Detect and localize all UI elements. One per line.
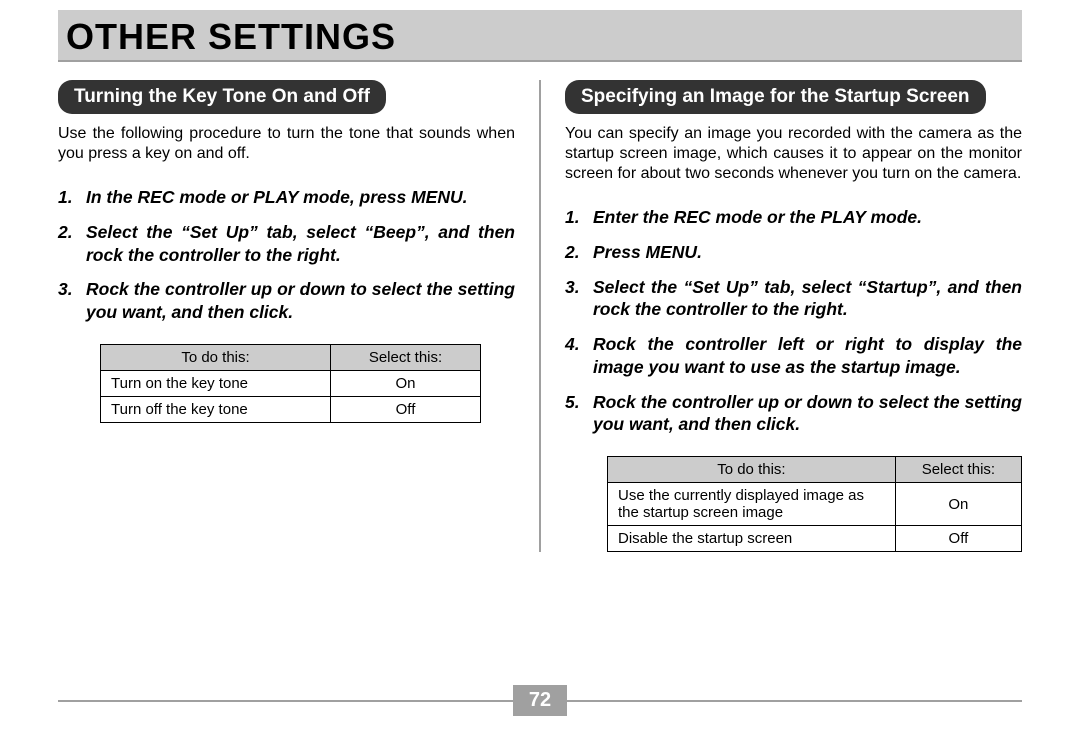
table-cell: Turn off the key tone [101, 396, 331, 422]
step-item: Rock the controller up or down to select… [565, 391, 1022, 437]
table-row: Use the currently displayed image as the… [608, 483, 1022, 526]
content-columns: Turning the Key Tone On and Off Use the … [58, 80, 1022, 552]
intro-text-left: Use the following procedure to turn the … [58, 124, 515, 164]
table-row: Turn on the key tone On [101, 370, 481, 396]
table-cell: On [331, 370, 481, 396]
step-item: Select the “Set Up” tab, select “Startup… [565, 276, 1022, 322]
footer-line-right [567, 700, 1022, 702]
page-footer: 72 [58, 685, 1022, 716]
page-number: 72 [513, 685, 567, 716]
table-cell: Disable the startup screen [608, 526, 896, 552]
step-item: In the REC mode or PLAY mode, press MENU… [58, 186, 515, 209]
table-cell: On [895, 483, 1021, 526]
header-divider [58, 60, 1022, 62]
table-cell: Off [895, 526, 1021, 552]
table-header-row: To do this: Select this: [101, 344, 481, 370]
table-header-cell: To do this: [608, 457, 896, 483]
step-item: Enter the REC mode or the PLAY mode. [565, 206, 1022, 229]
table-header-cell: To do this: [101, 344, 331, 370]
table-row: Disable the startup screen Off [608, 526, 1022, 552]
step-item: Rock the controller up or down to select… [58, 278, 515, 324]
section-header-startup: Specifying an Image for the Startup Scre… [565, 80, 986, 114]
steps-list-left: In the REC mode or PLAY mode, press MENU… [58, 186, 515, 324]
table-header-cell: Select this: [895, 457, 1021, 483]
options-table-left: To do this: Select this: Turn on the key… [100, 344, 481, 423]
section-header-key-tone: Turning the Key Tone On and Off [58, 80, 386, 114]
step-item: Press MENU. [565, 241, 1022, 264]
table-header-cell: Select this: [331, 344, 481, 370]
table-header-row: To do this: Select this: [608, 457, 1022, 483]
table-row: Turn off the key tone Off [101, 396, 481, 422]
table-cell: Off [331, 396, 481, 422]
right-column: Specifying an Image for the Startup Scre… [541, 80, 1022, 552]
footer-line-left [58, 700, 513, 702]
page-header: OTHER SETTINGS [58, 10, 1022, 60]
options-table-right: To do this: Select this: Use the current… [607, 456, 1022, 552]
step-item: Select the “Set Up” tab, select “Beep”, … [58, 221, 515, 267]
table-cell: Turn on the key tone [101, 370, 331, 396]
page-title: OTHER SETTINGS [66, 16, 1022, 58]
intro-text-right: You can specify an image you recorded wi… [565, 124, 1022, 184]
table-cell: Use the currently displayed image as the… [608, 483, 896, 526]
left-column: Turning the Key Tone On and Off Use the … [58, 80, 539, 552]
steps-list-right: Enter the REC mode or the PLAY mode. Pre… [565, 206, 1022, 436]
step-item: Rock the controller left or right to dis… [565, 333, 1022, 379]
